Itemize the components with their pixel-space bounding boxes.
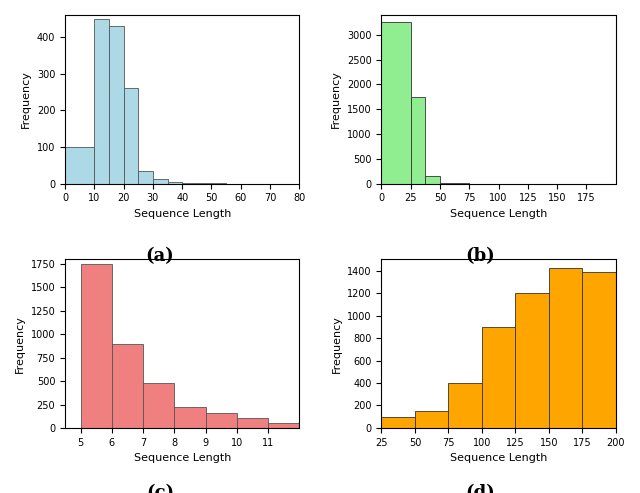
Bar <box>65 147 94 183</box>
X-axis label: Sequence Length: Sequence Length <box>134 209 231 219</box>
Bar <box>616 282 640 428</box>
Text: (a): (a) <box>146 247 174 265</box>
Bar <box>381 23 411 183</box>
Bar <box>268 423 300 428</box>
Bar <box>153 179 168 183</box>
Bar <box>124 88 138 183</box>
Text: (b): (b) <box>465 247 495 265</box>
Bar <box>449 383 482 428</box>
Y-axis label: Frequency: Frequency <box>15 315 25 373</box>
Bar <box>415 411 449 428</box>
Bar <box>174 407 205 428</box>
Bar <box>482 327 515 428</box>
Y-axis label: Frequency: Frequency <box>21 70 31 128</box>
X-axis label: Sequence Length: Sequence Length <box>450 209 547 219</box>
X-axis label: Sequence Length: Sequence Length <box>134 453 231 463</box>
Bar <box>81 264 112 428</box>
Bar <box>109 26 124 183</box>
Bar <box>582 272 616 428</box>
X-axis label: Sequence Length: Sequence Length <box>450 453 547 463</box>
Bar <box>425 176 440 183</box>
Bar <box>143 384 174 428</box>
Bar <box>205 413 237 428</box>
Bar <box>94 19 109 183</box>
Y-axis label: Frequency: Frequency <box>332 315 342 373</box>
Bar <box>138 171 153 183</box>
Text: (d): (d) <box>465 484 495 493</box>
Bar <box>168 182 182 183</box>
Text: (c): (c) <box>146 484 174 493</box>
Bar <box>112 344 143 428</box>
Y-axis label: Frequency: Frequency <box>332 70 341 128</box>
Bar <box>515 293 548 428</box>
Bar <box>411 97 425 183</box>
Bar <box>548 268 582 428</box>
Bar <box>381 417 415 428</box>
Bar <box>237 418 268 428</box>
